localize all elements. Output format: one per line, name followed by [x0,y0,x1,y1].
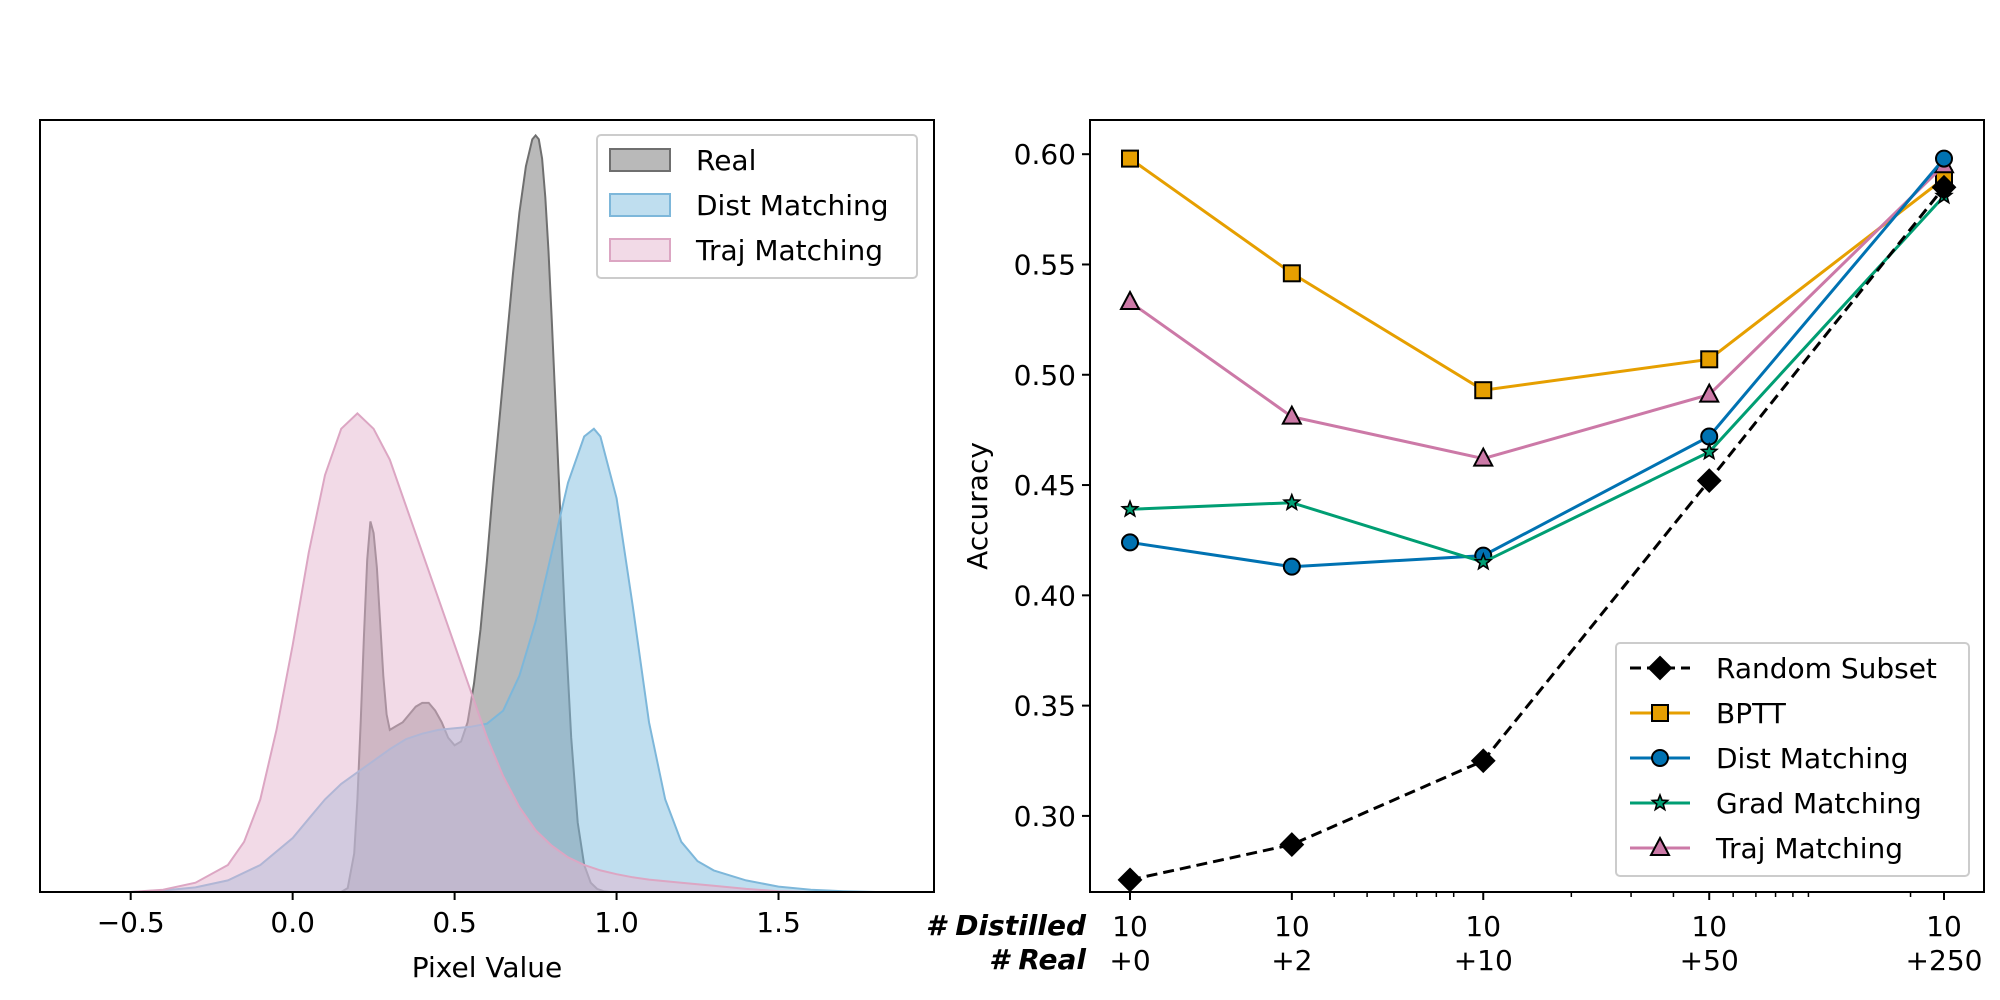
left-plot-frame [39,119,935,893]
x-row2-label: +250 [1906,944,1983,977]
x-row2-label: +10 [1454,944,1513,977]
legend-label-bptt: BPTT [1716,697,1787,730]
series-grad-matching [1120,185,1954,571]
x-row1-label: 10 [1926,910,1962,943]
legend-label-random-subset: Random Subset [1716,652,1937,685]
legend-swatch-dist-matching [609,193,671,217]
legend-label-real: Real [696,144,756,177]
marker-random-subset [1279,832,1305,857]
left-x-tick-label: −0.5 [97,906,165,939]
series-bptt [1121,149,1953,400]
x-row1-label: 10 [1691,910,1727,943]
series-dist-matching [1121,149,1953,576]
line-bptt [1129,157,1945,392]
x-row2-label: +50 [1680,944,1739,977]
marker-bptt [1121,149,1139,168]
x-row1-title: # Distilled [926,909,1087,942]
right-legend: Random Subset BPTT Dist Matching Grad Match… [1615,642,1970,877]
marker-dist-matching [1282,557,1301,576]
left-x-tick-label: 0.0 [270,906,315,939]
right-y-tick-label: 0.55 [1014,248,1076,281]
x-row2-label: +2 [1271,944,1312,977]
right-y-tick-label: 0.45 [1014,469,1076,502]
left-x-tick-label: 1.0 [594,906,639,939]
marker-dist-matching [1935,149,1953,168]
right-y-tick-label: 0.50 [1014,359,1076,392]
pixel-density-chart: −0.5 0.0 0.5 1.0 1.5 Pixel Value Real Dist Ma… [39,119,935,984]
marker-grad-matching [1650,792,1670,812]
series-random-subset [1117,174,1957,893]
right-y-axis-label: Accuracy [961,442,994,570]
marker-traj-matching [1698,382,1720,403]
left-legend-box [596,134,918,279]
left-x-axis-label: Pixel Value [412,951,563,984]
marker-grad-matching [1699,441,1719,461]
right-y-tick-label: 0.60 [1014,138,1076,171]
marker-grad-matching [1282,492,1302,512]
marker-random-subset [1470,748,1496,774]
accuracy-lines [1117,149,1957,893]
marker-traj-matching [1281,404,1303,425]
left-x-ticks: −0.5 0.0 0.5 1.0 1.5 [97,892,801,939]
marker-traj-matching [1119,289,1141,310]
legend-swatch-real [609,148,671,172]
left-x-tick-label: 1.5 [756,906,801,939]
marker-bptt [1651,704,1669,722]
legend-swatch-traj-matching [609,238,671,262]
legend-label-traj-matching: Traj Matching [695,234,883,267]
accuracy-chart: 0.300.350.400.450.500.550.60 10+010+210+… [926,119,1985,977]
legend-label-dist-matching: Dist Matching [696,189,889,222]
left-x-tick-label: 0.5 [432,906,477,939]
marker-grad-matching [1473,551,1494,571]
marker-random-subset [1647,655,1673,681]
marker-traj-matching [1472,446,1494,467]
right-plot-frame [1089,119,1985,893]
x-row2-label: +0 [1109,944,1150,977]
density-areas [130,133,876,893]
marker-bptt [1282,264,1301,283]
right-legend-box [1615,642,1970,877]
area-traj-matching [130,412,811,893]
right-y-tick-label: 0.30 [1014,800,1076,833]
series-traj-matching [1119,153,1955,467]
marker-bptt [1700,350,1719,369]
left-legend: Real Dist Matching Traj Matching [596,134,918,279]
legend-label-dist-matching: Dist Matching [1716,742,1909,775]
x-row2-title: # Real [989,943,1086,976]
right-y-tick-label: 0.40 [1014,579,1076,612]
marker-random-subset [1696,468,1722,494]
x-row1-label: 10 [1274,910,1310,943]
marker-traj-matching [1649,835,1671,856]
legend-label-traj-matching: Traj Matching [1715,832,1903,865]
marker-dist-matching [1651,749,1669,767]
x-row1-label: 10 [1465,910,1501,943]
legend-label-grad-matching: Grad Matching [1716,787,1922,820]
marker-grad-matching [1120,499,1140,518]
marker-random-subset [1117,867,1143,893]
x-row1-label: 10 [1112,910,1148,943]
marker-random-subset [1931,174,1957,200]
marker-bptt [1474,381,1493,400]
line-traj-matching [1129,164,1946,461]
right-y-ticks: 0.30 0.35 0.40 0.45 0.50 0.55 0.60 [1014,138,1090,833]
marker-dist-matching [1121,533,1139,552]
right-y-tick-label: 0.35 [1014,690,1076,723]
line-grad-matching [1129,195,1946,564]
